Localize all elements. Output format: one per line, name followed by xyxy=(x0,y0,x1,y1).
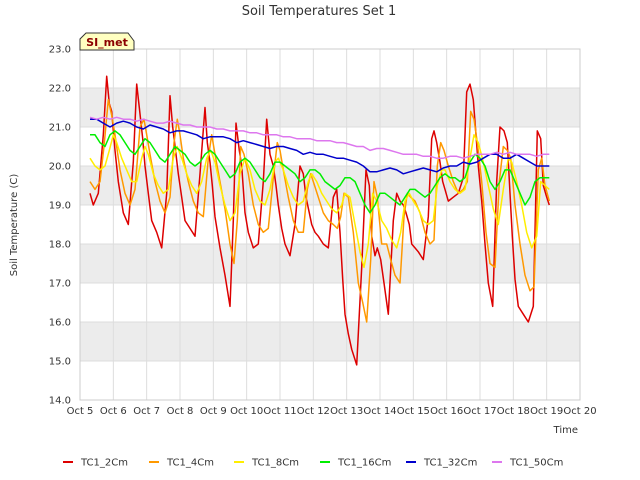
legend-label: TC1_4Cm xyxy=(166,458,214,469)
x-tick-label: Oct 16 xyxy=(430,406,463,417)
y-tick-label: 23.0 xyxy=(49,45,71,56)
legend-label: TC1_8Cm xyxy=(251,458,299,469)
series-line-tc1_50cm xyxy=(89,116,550,159)
legend-label: TC1_16Cm xyxy=(337,458,391,469)
series-line-tc1_8cm xyxy=(89,134,550,269)
grid-band xyxy=(80,244,580,283)
grid-band xyxy=(80,88,580,127)
x-tick-label: Oct 9 xyxy=(200,406,227,417)
plot-frame xyxy=(79,48,581,401)
y-axis-title: Soil Temperature (C) xyxy=(9,174,20,277)
y-tick-label: 15.0 xyxy=(49,357,71,368)
y-tick-label: 19.0 xyxy=(49,201,71,212)
x-tick-label: Oct 20 xyxy=(563,406,596,417)
x-axis-title: Time xyxy=(553,425,578,436)
x-tick-label: Oct 8 xyxy=(167,406,194,417)
series-line-tc1_4cm xyxy=(89,98,551,323)
y-axis-ticks: 14.0 15.0 16.0 17.0 18.0 19.0 20.0 21.0 22.0 23.0 xyxy=(49,45,71,407)
legend: TC1_2Cm TC1_4Cm TC1_8Cm TC1_16Cm TC1_32Cm TC1… xyxy=(63,458,563,469)
legend-item-tc1_50cm: TC1_50Cm xyxy=(492,458,563,469)
series-line-tc1_16cm xyxy=(90,130,550,214)
legend-label: TC1_2Cm xyxy=(80,458,128,469)
grid-band xyxy=(80,322,580,361)
badge-shape xyxy=(79,32,135,51)
y-tick-label: 21.0 xyxy=(49,123,71,134)
legend-item-tc1_16cm: TC1_16Cm xyxy=(320,458,391,469)
series-lines xyxy=(89,75,551,366)
chart-title: Soil Temperatures Set 1 xyxy=(242,4,397,19)
y-tick-label: 20.0 xyxy=(49,162,71,173)
x-tick-label: Oct 19 xyxy=(530,406,563,417)
legend-item-tc1_2cm: TC1_2Cm xyxy=(63,458,128,469)
x-tick-label: Oct 11 xyxy=(263,406,296,417)
legend-item-tc1_32cm: TC1_32Cm xyxy=(406,458,477,469)
x-axis-ticks: Oct 5 Oct 6 Oct 7 Oct 8 Oct 9 Oct 10 Oct 11 Oct… xyxy=(67,406,597,417)
legend-item-tc1_8cm: TC1_8Cm xyxy=(234,458,299,469)
x-tick-label: Oct 17 xyxy=(463,406,496,417)
x-tick-label: Oct 15 xyxy=(397,406,430,417)
y-tick-label: 14.0 xyxy=(49,396,71,407)
x-tick-label: Oct 14 xyxy=(363,406,396,417)
x-tick-label: Oct 6 xyxy=(100,406,127,417)
x-tick-label: Oct 5 xyxy=(67,406,94,417)
site-badge: SI_met xyxy=(79,32,135,51)
y-tick-label: 18.0 xyxy=(49,240,71,251)
legend-label: TC1_50Cm xyxy=(509,458,563,469)
badge-label: SI_met xyxy=(86,36,128,49)
x-tick-label: Oct 10 xyxy=(230,406,263,417)
y-tick-label: 17.0 xyxy=(49,279,71,290)
x-tick-label: Oct 12 xyxy=(297,406,330,417)
x-tick-label: Oct 7 xyxy=(133,406,160,417)
y-tick-label: 22.0 xyxy=(49,84,71,95)
x-tick-label: Oct 13 xyxy=(330,406,363,417)
series-line-tc1_32cm xyxy=(90,118,550,175)
y-tick-label: 16.0 xyxy=(49,318,71,329)
legend-label: TC1_32Cm xyxy=(423,458,477,469)
x-tick-label: Oct 18 xyxy=(497,406,530,417)
legend-item-tc1_4cm: TC1_4Cm xyxy=(149,458,214,469)
